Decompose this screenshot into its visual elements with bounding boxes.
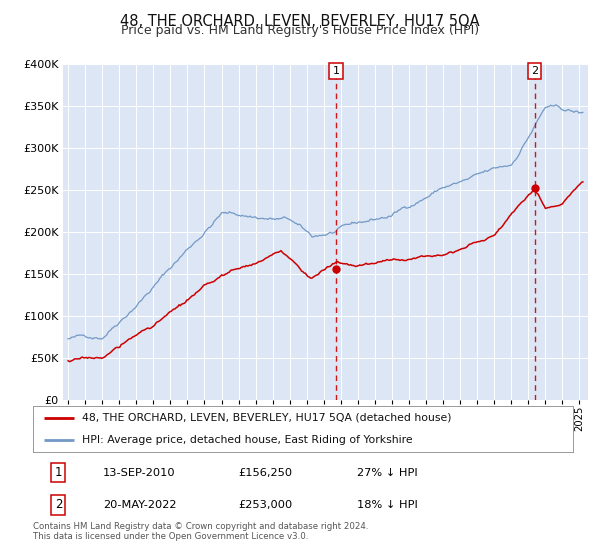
Text: 48, THE ORCHARD, LEVEN, BEVERLEY, HU17 5QA: 48, THE ORCHARD, LEVEN, BEVERLEY, HU17 5… (120, 14, 480, 29)
Text: £253,000: £253,000 (238, 500, 292, 510)
Text: 48, THE ORCHARD, LEVEN, BEVERLEY, HU17 5QA (detached house): 48, THE ORCHARD, LEVEN, BEVERLEY, HU17 5… (82, 413, 451, 423)
Text: HPI: Average price, detached house, East Riding of Yorkshire: HPI: Average price, detached house, East… (82, 435, 412, 445)
Text: £156,250: £156,250 (238, 468, 292, 478)
Text: 2: 2 (55, 498, 62, 511)
Text: Contains HM Land Registry data © Crown copyright and database right 2024.: Contains HM Land Registry data © Crown c… (33, 522, 368, 531)
Text: 2: 2 (531, 66, 538, 76)
Text: Price paid vs. HM Land Registry's House Price Index (HPI): Price paid vs. HM Land Registry's House … (121, 24, 479, 37)
Text: 18% ↓ HPI: 18% ↓ HPI (357, 500, 418, 510)
Text: 1: 1 (332, 66, 340, 76)
Text: This data is licensed under the Open Government Licence v3.0.: This data is licensed under the Open Gov… (33, 532, 308, 541)
Text: 13-SEP-2010: 13-SEP-2010 (103, 468, 176, 478)
Text: 20-MAY-2022: 20-MAY-2022 (103, 500, 176, 510)
Text: 1: 1 (55, 466, 62, 479)
Text: 27% ↓ HPI: 27% ↓ HPI (357, 468, 418, 478)
